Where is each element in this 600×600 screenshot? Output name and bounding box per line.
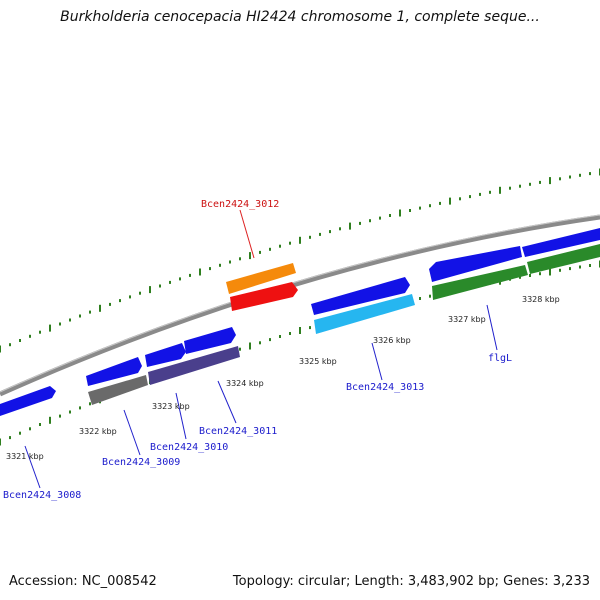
leader-lines bbox=[24, 209, 498, 489]
inner-gene-5[interactable] bbox=[527, 244, 600, 274]
page-title: Burkholderia cenocepacia HI2424 chromoso… bbox=[60, 9, 540, 25]
gene-label-bcen2424-3009[interactable]: Bcen2424_3009 bbox=[102, 457, 180, 468]
outer-gene-5[interactable] bbox=[311, 277, 410, 315]
kbp-tick-label: 3327 kbp bbox=[448, 315, 486, 324]
chromosome-backbone bbox=[0, 214, 600, 397]
outer-gene-4[interactable] bbox=[184, 327, 236, 354]
kbp-tick-label: 3326 kbp bbox=[373, 336, 411, 345]
kbp-tick-label: 3324 kbp bbox=[226, 379, 264, 388]
gene-label-bcen2424-3012[interactable]: Bcen2424_3012 bbox=[201, 199, 279, 210]
outer-gene-1[interactable] bbox=[0, 386, 56, 416]
inner-gene-4[interactable] bbox=[432, 265, 528, 300]
outer-gene-2[interactable] bbox=[86, 357, 142, 386]
outer-gene-6[interactable] bbox=[429, 246, 522, 282]
gene-label-bcen2424-3013[interactable]: Bcen2424_3013 bbox=[346, 382, 424, 393]
outer-feature-track bbox=[0, 228, 600, 416]
gene-label-bcen2424-3010[interactable]: Bcen2424_3010 bbox=[150, 442, 228, 453]
kbp-tick-label: 3321 kbp bbox=[6, 452, 44, 461]
gene-label-flgl[interactable]: flgL bbox=[488, 353, 512, 364]
kbp-tick-label: 3322 kbp bbox=[79, 427, 117, 436]
outer-gene-10[interactable] bbox=[230, 282, 298, 311]
kbp-tick-label: 3323 kbp bbox=[152, 402, 190, 411]
chromosome-backbone-highlight bbox=[0, 214, 600, 393]
outer-gene-9[interactable] bbox=[226, 263, 296, 294]
outer-gene-7[interactable] bbox=[522, 228, 600, 257]
inner-gene-1[interactable] bbox=[88, 375, 148, 405]
outer-gene-3[interactable] bbox=[145, 343, 186, 367]
gene-label-bcen2424-3011[interactable]: Bcen2424_3011 bbox=[199, 426, 277, 437]
inner-gene-3[interactable] bbox=[314, 294, 415, 334]
kbp-tick-labels: 3321 kbp 3322 kbp 3323 kbp 3324 kbp 3325… bbox=[6, 295, 560, 461]
kbp-tick-label: 3328 kbp bbox=[522, 295, 560, 304]
gene-labels: Bcen2424_3008 Bcen2424_3009 Bcen2424_301… bbox=[3, 199, 512, 501]
genome-summary: Topology: circular; Length: 3,483,902 bp… bbox=[232, 574, 590, 589]
gene-label-bcen2424-3008[interactable]: Bcen2424_3008 bbox=[3, 490, 81, 501]
kbp-tick-label: 3325 kbp bbox=[299, 357, 337, 366]
outer-tick-track bbox=[0, 168, 600, 353]
inner-gene-2[interactable] bbox=[148, 346, 240, 385]
accession-label: Accession: NC_008542 bbox=[9, 574, 157, 589]
inner-feature-track bbox=[88, 244, 600, 405]
